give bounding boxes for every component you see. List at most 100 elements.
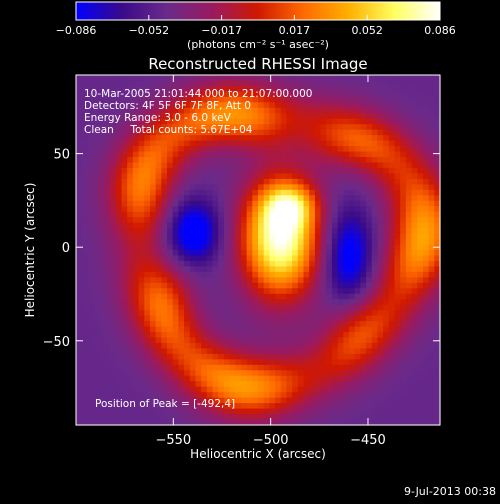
heatmap-cell [138,184,145,191]
heatmap-cell [258,375,265,382]
heatmap-cell [121,113,128,120]
heatmap-cell [297,299,305,306]
heatmap-cell [434,250,441,257]
heatmap-cell [269,381,276,388]
heatmap-cell [366,293,373,300]
heatmap-cell [286,178,293,185]
heatmap-cell [326,217,333,224]
heatmap-cell [343,266,350,273]
heatmap-cell [269,337,276,344]
heatmap-cell [422,326,430,333]
heatmap-cell [132,288,140,295]
heatmap-cell [320,217,327,224]
heatmap-cell [275,403,282,410]
heatmap-cell [76,364,83,371]
heatmap-cell [297,348,305,355]
heatmap-cell [121,80,128,87]
heatmap-cell [87,282,94,289]
heatmap-cell [167,151,174,158]
heatmap-cell [172,364,179,371]
heatmap-cell [383,299,390,306]
heatmap-cell [229,173,236,180]
heatmap-cell [280,107,288,114]
heatmap-cell [155,403,162,410]
heatmap-cell [132,359,140,366]
heatmap-cell [400,326,407,333]
heatmap-cell [314,107,322,114]
heatmap-cell [206,222,214,229]
heatmap-cell [388,195,396,202]
heatmap-cell [360,75,367,82]
heatmap-cell [343,228,350,235]
timestamp: 9-Jul-2013 00:38 [403,485,496,498]
heatmap-cell [263,277,270,284]
heatmap-cell [223,408,231,415]
heatmap-cell [400,359,407,366]
heatmap-cell [110,359,117,366]
heatmap-cell [297,178,305,185]
heatmap-cell [87,157,94,164]
heatmap-cell [121,75,128,82]
heatmap-cell [110,228,117,235]
heatmap-cell [229,239,236,246]
heatmap-cell [223,228,231,235]
heatmap-cell [240,75,248,82]
heatmap-cell [138,408,145,415]
heatmap-cell [149,299,157,306]
heatmap-cell [121,124,128,131]
heatmap-cell [144,419,151,426]
heatmap-cell [127,107,134,114]
heatmap-cell [195,299,202,306]
heatmap-cell [292,332,299,339]
heatmap-cell [167,102,174,109]
heatmap-cell [252,250,259,257]
heatmap-cell [360,244,367,251]
heatmap-cell [110,408,117,415]
heatmap-cell [229,228,236,235]
heatmap-cell [81,244,88,251]
heatmap-cell [292,206,299,213]
heatmap-cell [87,113,94,120]
heatmap-cell [371,250,379,257]
heatmap-cell [132,85,140,93]
heatmap-cell [218,282,225,289]
heatmap-cell [377,157,384,164]
heatmap-cell [246,178,253,185]
heatmap-cell [161,80,168,87]
heatmap-cell [405,189,413,196]
heatmap-cell [223,102,231,109]
heatmap-cell [263,370,270,377]
heatmap-cell [178,260,185,268]
heatmap-cell [252,244,259,251]
heatmap-cell [400,211,407,218]
heatmap-cell [303,189,310,196]
heatmap-cell [377,386,384,393]
heatmap-cell [252,353,259,360]
heatmap-cell [167,217,174,224]
heatmap-cell [422,91,430,98]
heatmap-cell [349,239,356,246]
heatmap-cell [326,211,333,218]
heatmap-cell [115,337,123,344]
heatmap-cell [93,244,100,251]
heatmap-cell [337,233,344,240]
heatmap-cell [223,282,231,289]
heatmap-cell [292,381,299,388]
heatmap-cell [434,124,441,131]
heatmap-cell [246,288,253,295]
heatmap-cell [309,96,316,103]
heatmap-cell [252,370,259,377]
heatmap-cell [428,288,435,295]
heatmap-cell [303,353,310,360]
heatmap-cell [275,173,282,180]
heatmap-cell [235,113,242,120]
heatmap-cell [405,233,413,240]
heatmap-cell [229,288,236,295]
heatmap-cell [172,315,179,322]
heatmap-cell [309,315,316,322]
heatmap-cell [269,271,276,278]
heatmap-cell [81,310,88,317]
heatmap-cell [201,403,208,410]
heatmap-cell [172,375,179,382]
heatmap-cell [184,140,191,147]
